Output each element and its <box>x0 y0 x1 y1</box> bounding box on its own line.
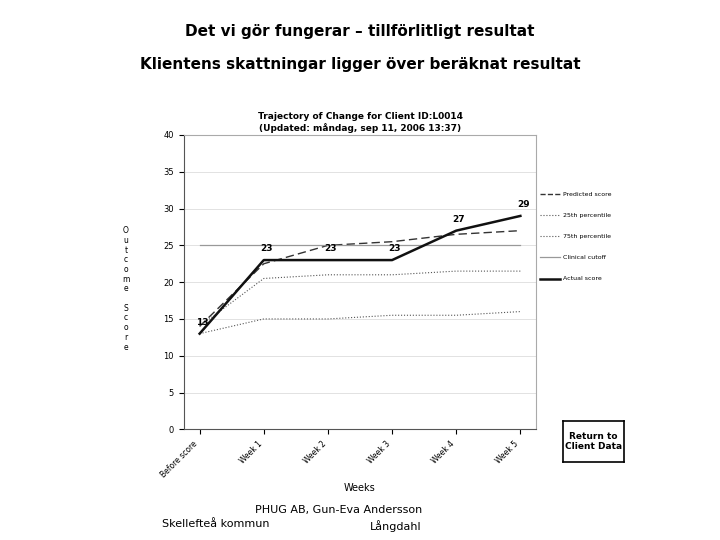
Text: Predicted score: Predicted score <box>563 192 611 197</box>
Text: 25th percentile: 25th percentile <box>563 213 611 218</box>
Title: Trajectory of Change for Client ID:L0014
(Updated: måndag, sep 11, 2006 13:37): Trajectory of Change for Client ID:L0014… <box>258 112 462 133</box>
Text: 27: 27 <box>453 215 465 224</box>
Text: Det vi gör fungerar – tillförlitligt resultat: Det vi gör fungerar – tillförlitligt res… <box>185 24 535 39</box>
Text: 23: 23 <box>325 244 337 253</box>
Text: Klientens skattningar ligger över beräknat resultat: Klientens skattningar ligger över beräkn… <box>140 57 580 72</box>
Text: 13: 13 <box>196 318 209 327</box>
Text: O
u
t
c
o
m
e
 
S
c
o
r
e: O u t c o m e S c o r e <box>122 226 130 352</box>
Text: 23: 23 <box>389 244 401 253</box>
Text: 23: 23 <box>261 244 273 253</box>
X-axis label: Weeks: Weeks <box>344 483 376 494</box>
Text: 29: 29 <box>517 200 529 209</box>
Text: Clinical cutoff: Clinical cutoff <box>563 255 606 260</box>
Text: Return to
Client Data: Return to Client Data <box>565 432 622 451</box>
Text: PHUG AB, Gun-Eva Andersson: PHUG AB, Gun-Eva Andersson <box>255 505 422 515</box>
Text: 75th percentile: 75th percentile <box>563 234 611 239</box>
Text: Skellefteå kommun: Skellefteå kommun <box>162 519 270 529</box>
Text: Långdahl: Långdahl <box>370 521 422 532</box>
Text: Actual score: Actual score <box>563 276 601 281</box>
